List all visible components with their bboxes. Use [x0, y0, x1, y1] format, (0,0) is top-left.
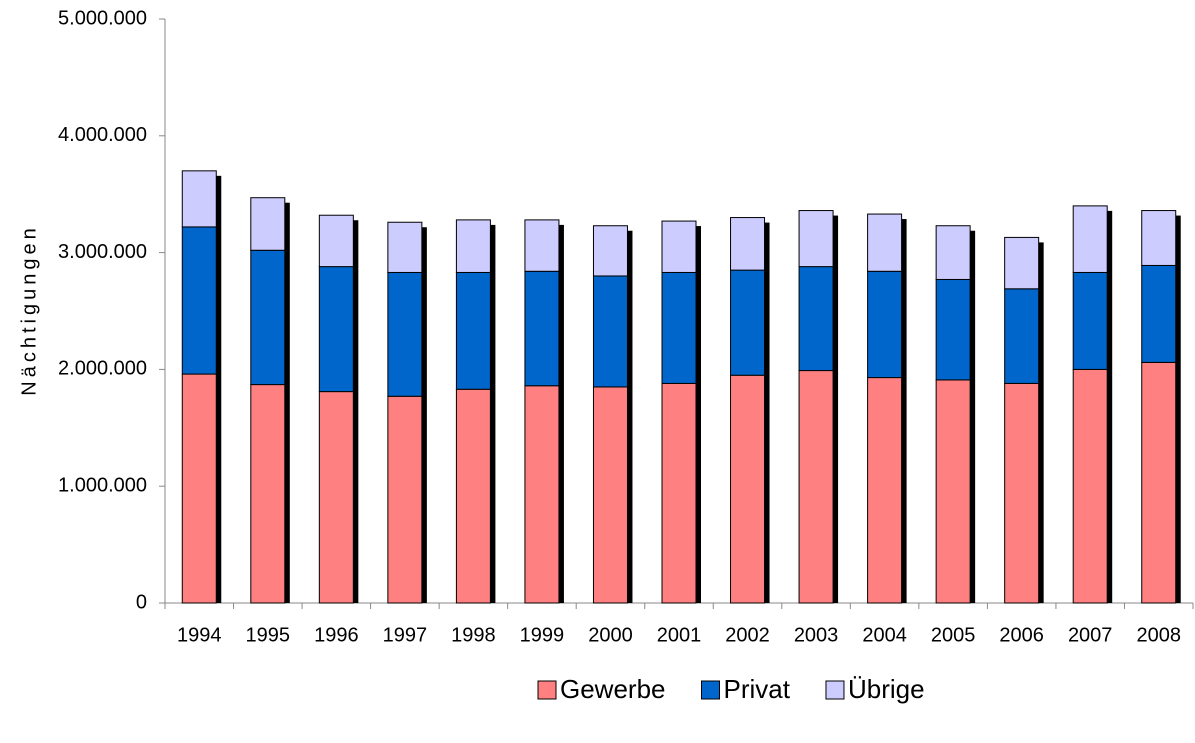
- bar-segment: [661, 220, 697, 273]
- bar-segment: [867, 377, 903, 604]
- x-tick-label: 2002: [725, 624, 770, 646]
- bar-segment: [798, 266, 834, 372]
- y-tick-label: 4.000.000: [58, 124, 147, 146]
- x-tick-label: 1998: [451, 624, 496, 646]
- y-tick-label: 0: [136, 591, 147, 613]
- bar-segment: [524, 270, 560, 387]
- x-tick-label: 1997: [383, 624, 428, 646]
- y-tick-label: 1.000.000: [58, 474, 147, 496]
- x-tick-label: 1996: [314, 624, 359, 646]
- bar-segment: [592, 275, 628, 388]
- bar-segment: [181, 226, 217, 375]
- bar-segment: [387, 221, 423, 273]
- y-tick-label: 2.000.000: [58, 358, 147, 380]
- legend-swatch: [701, 680, 720, 700]
- bar-segment: [455, 219, 491, 273]
- bar-segment: [318, 266, 354, 393]
- bar-segment: [524, 219, 560, 272]
- y-tick-label: 5.000.000: [58, 7, 147, 29]
- bar-segment: [592, 386, 628, 604]
- x-tick-label: 1994: [177, 624, 222, 646]
- bar-segment: [387, 271, 423, 397]
- x-tick-label: 2003: [794, 624, 839, 646]
- bar-segment: [1004, 236, 1040, 290]
- y-tick-label: 3.000.000: [58, 241, 147, 263]
- bar-segment: [1004, 288, 1040, 384]
- bar-segment: [250, 384, 286, 604]
- bar-segment: [1072, 205, 1108, 273]
- bar-segment: [455, 271, 491, 390]
- bar-segment: [1072, 368, 1108, 604]
- bar-segment: [1141, 361, 1177, 604]
- bar-segment: [661, 382, 697, 604]
- x-tick-label: 2000: [588, 624, 633, 646]
- y-axis-label: Nächtigungen: [18, 224, 40, 395]
- bar-segment: [730, 217, 766, 271]
- bar-segment: [1004, 382, 1040, 604]
- bar-segment: [867, 213, 903, 272]
- bar-segment: [935, 225, 971, 280]
- x-tick-label: 2008: [1136, 624, 1181, 646]
- x-tick-label: 2006: [999, 624, 1044, 646]
- legend-swatch: [537, 680, 557, 700]
- bar-segment: [935, 379, 971, 604]
- x-tick-label: 1999: [520, 624, 565, 646]
- bar-segment: [730, 269, 766, 376]
- bar-segment: [181, 373, 217, 604]
- x-tick-label: 2001: [657, 624, 702, 646]
- bar-segment: [318, 391, 354, 604]
- bar-segment: [181, 170, 217, 228]
- bar-segment: [867, 270, 903, 379]
- bar-segment: [250, 197, 286, 251]
- bar-segment: [387, 395, 423, 604]
- bar-segment: [524, 385, 560, 604]
- bar-segment: [730, 374, 766, 604]
- bar-segment: [798, 210, 834, 268]
- bar-segment: [455, 388, 491, 604]
- legend-label: Gewerbe: [560, 674, 666, 704]
- x-tick-label: 1995: [246, 624, 291, 646]
- legend-label: Privat: [724, 674, 791, 704]
- legend-label: Übrige: [848, 674, 925, 704]
- x-tick-label: 2005: [931, 624, 976, 646]
- bar-segment: [1141, 264, 1177, 363]
- bar-segment: [250, 249, 286, 386]
- bar-segment: [1141, 210, 1177, 266]
- x-tick-label: 2004: [862, 624, 907, 646]
- legend-swatch: [825, 680, 845, 700]
- bar-segment: [592, 225, 628, 277]
- bar-segment: [935, 278, 971, 381]
- bar-segment: [661, 271, 697, 384]
- bar-segment: [1072, 271, 1108, 370]
- bar-segment: [318, 214, 354, 268]
- bar-segment: [798, 370, 834, 604]
- x-tick-label: 2007: [1068, 624, 1113, 646]
